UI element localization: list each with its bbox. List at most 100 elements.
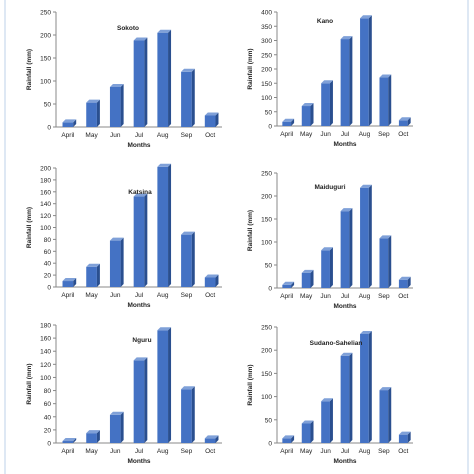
bar-side	[96, 99, 100, 127]
x-tick-label: Jul	[341, 131, 350, 138]
x-tick-label: April	[280, 131, 294, 138]
x-tick-label: Sep	[181, 132, 193, 139]
y-tick-label: 250	[261, 325, 272, 332]
bar-front	[398, 434, 408, 443]
y-tick-label: 20	[44, 427, 52, 434]
bar-aug	[157, 327, 172, 443]
bar-front	[398, 120, 408, 126]
chart-title: Katsina	[128, 189, 152, 196]
bar-april	[282, 435, 295, 443]
bar-front	[379, 238, 389, 288]
y-tick-label: 200	[261, 67, 272, 74]
x-tick-label: April	[280, 293, 294, 300]
y-tick-label: 50	[265, 109, 273, 116]
x-tick-label: Oct	[205, 448, 215, 455]
bar-side	[368, 184, 372, 288]
x-tick-label: Jun	[320, 293, 331, 300]
x-tick-label: Jun	[110, 448, 121, 455]
x-tick-label: Jun	[110, 292, 121, 299]
bar-top	[282, 435, 295, 439]
x-tick-label: Jul	[135, 132, 144, 139]
bar-top	[398, 276, 411, 280]
x-axis-title: Months	[333, 458, 356, 465]
bar-front	[109, 240, 121, 287]
bar-top	[360, 330, 372, 334]
bar-front	[282, 284, 292, 288]
chart-title: Maiduguri	[314, 184, 345, 191]
bar-side	[310, 103, 314, 126]
y-tick-label: 140	[40, 201, 51, 208]
bar-top	[181, 386, 195, 390]
bar-top	[109, 411, 124, 415]
y-axis-title: Rainfall (mm)	[26, 363, 33, 404]
bar-front	[340, 355, 350, 443]
y-tick-label: 80	[44, 388, 52, 395]
bar-top	[62, 438, 77, 442]
bar-side	[368, 330, 372, 443]
bar-top	[86, 99, 100, 103]
y-tick-label: 160	[40, 336, 51, 343]
y-axis-title: Rainfall (mm)	[26, 207, 33, 248]
chart-maiduguri: 0 50 100 150 200 250 April May Jun Jul Aug Sep Oct Ma…	[247, 171, 413, 310]
bar-top	[204, 274, 219, 278]
bar-front	[301, 106, 311, 126]
y-tick-label: 100	[261, 95, 272, 102]
x-tick-label: Jul	[135, 448, 144, 455]
bar-top	[62, 119, 77, 123]
bar-jun	[109, 237, 124, 287]
bar-top	[398, 117, 411, 121]
bar-side	[407, 117, 411, 126]
bar-side	[144, 193, 148, 287]
bar-front	[301, 423, 311, 443]
bar-side	[291, 118, 295, 126]
bar-front	[62, 281, 74, 287]
bar-top	[282, 118, 295, 122]
y-tick-label: 100	[261, 240, 272, 247]
bar-front	[204, 115, 216, 127]
x-tick-label: April	[61, 448, 75, 455]
x-tick-label: Sep	[181, 292, 193, 299]
bar-side	[407, 431, 411, 443]
bar-front	[340, 39, 350, 127]
y-axis-title: Rainfall (mm)	[247, 48, 254, 89]
chart-nguru: 0 20 40 60 80 100 120 140 160 180 April May Jun Jul Au…	[26, 323, 222, 465]
y-tick-label: 160	[40, 189, 51, 196]
y-tick-label: 140	[40, 349, 51, 356]
chart-sudano-sahelian: 0 50 100 150 200 250 April May Jun Jul Aug Sep Oct Su…	[247, 325, 413, 465]
x-axis-title: Months	[333, 303, 356, 310]
x-tick-label: May	[300, 293, 313, 300]
bar-front	[86, 433, 97, 443]
bar-side	[168, 163, 172, 287]
bar-front	[157, 32, 169, 128]
bar-top	[204, 112, 219, 116]
chart-title: Kano	[317, 18, 333, 25]
x-tick-label: Aug	[359, 448, 371, 455]
bar-side	[388, 235, 392, 288]
bar-front	[181, 389, 192, 443]
bar-jul	[133, 37, 148, 127]
x-tick-label: May	[300, 448, 313, 455]
bar-jun	[109, 83, 124, 127]
bar-jun	[321, 247, 333, 288]
bar-front	[282, 121, 292, 126]
bar-side	[368, 15, 372, 126]
bar-jul	[133, 357, 148, 443]
bar-front	[181, 234, 192, 287]
bar-side	[191, 68, 195, 127]
bar-top	[109, 237, 124, 241]
bar-side	[291, 281, 295, 288]
y-tick-label: 80	[44, 237, 52, 244]
bar-top	[86, 430, 100, 434]
x-tick-label: Sep	[378, 448, 390, 455]
x-tick-label: May	[85, 132, 98, 139]
bar-may	[86, 263, 100, 287]
bar-april	[62, 119, 77, 127]
x-tick-label: Aug	[157, 292, 169, 299]
bar-side	[168, 327, 172, 443]
x-axis-title: Months	[127, 458, 150, 465]
bar-side	[120, 237, 124, 287]
y-tick-label: 200	[40, 33, 51, 40]
bar-front	[379, 77, 389, 126]
bar-top	[181, 231, 195, 235]
bar-top	[157, 29, 172, 33]
